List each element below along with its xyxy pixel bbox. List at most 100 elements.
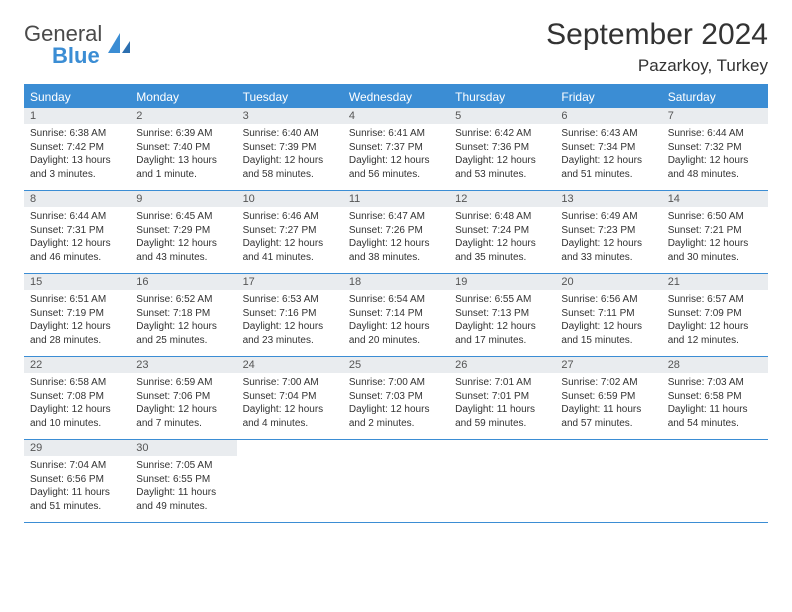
day-cell: 3Sunrise: 6:40 AMSunset: 7:39 PMDaylight… — [237, 108, 343, 190]
daylight-text: Daylight: 12 hours and 51 minutes. — [561, 154, 655, 181]
sunset-text: Sunset: 7:21 PM — [668, 224, 762, 238]
day-cell: 19Sunrise: 6:55 AMSunset: 7:13 PMDayligh… — [449, 274, 555, 356]
sunset-text: Sunset: 7:19 PM — [30, 307, 124, 321]
day-content: Sunrise: 6:47 AMSunset: 7:26 PMDaylight:… — [343, 207, 449, 270]
day-number: 23 — [130, 357, 236, 373]
day-cell: 22Sunrise: 6:58 AMSunset: 7:08 PMDayligh… — [24, 357, 130, 439]
week-row: 29Sunrise: 7:04 AMSunset: 6:56 PMDayligh… — [24, 440, 768, 523]
daylight-text: Daylight: 12 hours and 4 minutes. — [243, 403, 337, 430]
sunset-text: Sunset: 6:59 PM — [561, 390, 655, 404]
calendar-grid: SundayMondayTuesdayWednesdayThursdayFrid… — [24, 84, 768, 523]
day-cell: 16Sunrise: 6:52 AMSunset: 7:18 PMDayligh… — [130, 274, 236, 356]
day-cell: 27Sunrise: 7:02 AMSunset: 6:59 PMDayligh… — [555, 357, 661, 439]
day-cell: 13Sunrise: 6:49 AMSunset: 7:23 PMDayligh… — [555, 191, 661, 273]
day-number: 22 — [24, 357, 130, 373]
sunrise-text: Sunrise: 6:49 AM — [561, 210, 655, 224]
day-cell: 9Sunrise: 6:45 AMSunset: 7:29 PMDaylight… — [130, 191, 236, 273]
sunrise-text: Sunrise: 6:38 AM — [30, 127, 124, 141]
day-content: Sunrise: 6:40 AMSunset: 7:39 PMDaylight:… — [237, 124, 343, 187]
day-content: Sunrise: 7:01 AMSunset: 7:01 PMDaylight:… — [449, 373, 555, 436]
day-cell: 30Sunrise: 7:05 AMSunset: 6:55 PMDayligh… — [130, 440, 236, 522]
day-header-sunday: Sunday — [24, 86, 130, 108]
day-cell: 28Sunrise: 7:03 AMSunset: 6:58 PMDayligh… — [662, 357, 768, 439]
sunrise-text: Sunrise: 6:55 AM — [455, 293, 549, 307]
daylight-text: Daylight: 12 hours and 35 minutes. — [455, 237, 549, 264]
sunset-text: Sunset: 7:39 PM — [243, 141, 337, 155]
day-header-row: SundayMondayTuesdayWednesdayThursdayFrid… — [24, 86, 768, 108]
sunrise-text: Sunrise: 6:51 AM — [30, 293, 124, 307]
month-title: September 2024 — [546, 18, 768, 52]
day-cell: 14Sunrise: 6:50 AMSunset: 7:21 PMDayligh… — [662, 191, 768, 273]
sunset-text: Sunset: 7:32 PM — [668, 141, 762, 155]
day-content: Sunrise: 6:53 AMSunset: 7:16 PMDaylight:… — [237, 290, 343, 353]
day-cell: 23Sunrise: 6:59 AMSunset: 7:06 PMDayligh… — [130, 357, 236, 439]
sunrise-text: Sunrise: 7:00 AM — [349, 376, 443, 390]
daylight-text: Daylight: 12 hours and 23 minutes. — [243, 320, 337, 347]
sunrise-text: Sunrise: 6:43 AM — [561, 127, 655, 141]
day-header-friday: Friday — [555, 86, 661, 108]
sunrise-text: Sunrise: 6:58 AM — [30, 376, 124, 390]
sunset-text: Sunset: 7:01 PM — [455, 390, 549, 404]
daylight-text: Daylight: 12 hours and 25 minutes. — [136, 320, 230, 347]
day-cell: 7Sunrise: 6:44 AMSunset: 7:32 PMDaylight… — [662, 108, 768, 190]
empty-cell — [449, 440, 555, 522]
sunrise-text: Sunrise: 6:53 AM — [243, 293, 337, 307]
day-content: Sunrise: 6:38 AMSunset: 7:42 PMDaylight:… — [24, 124, 130, 187]
daylight-text: Daylight: 12 hours and 17 minutes. — [455, 320, 549, 347]
daylight-text: Daylight: 12 hours and 2 minutes. — [349, 403, 443, 430]
day-number: 15 — [24, 274, 130, 290]
day-number: 20 — [555, 274, 661, 290]
day-cell: 26Sunrise: 7:01 AMSunset: 7:01 PMDayligh… — [449, 357, 555, 439]
day-content: Sunrise: 6:54 AMSunset: 7:14 PMDaylight:… — [343, 290, 449, 353]
day-cell: 10Sunrise: 6:46 AMSunset: 7:27 PMDayligh… — [237, 191, 343, 273]
sunrise-text: Sunrise: 6:57 AM — [668, 293, 762, 307]
empty-cell — [555, 440, 661, 522]
day-cell: 6Sunrise: 6:43 AMSunset: 7:34 PMDaylight… — [555, 108, 661, 190]
daylight-text: Daylight: 12 hours and 41 minutes. — [243, 237, 337, 264]
day-number: 17 — [237, 274, 343, 290]
day-cell: 25Sunrise: 7:00 AMSunset: 7:03 PMDayligh… — [343, 357, 449, 439]
day-header-monday: Monday — [130, 86, 236, 108]
sunset-text: Sunset: 6:58 PM — [668, 390, 762, 404]
sunrise-text: Sunrise: 6:48 AM — [455, 210, 549, 224]
day-number: 21 — [662, 274, 768, 290]
logo-text-block: General Blue — [24, 24, 102, 68]
empty-cell — [662, 440, 768, 522]
day-content: Sunrise: 6:45 AMSunset: 7:29 PMDaylight:… — [130, 207, 236, 270]
day-content: Sunrise: 6:50 AMSunset: 7:21 PMDaylight:… — [662, 207, 768, 270]
day-content: Sunrise: 7:05 AMSunset: 6:55 PMDaylight:… — [130, 456, 236, 519]
sunset-text: Sunset: 7:16 PM — [243, 307, 337, 321]
day-content: Sunrise: 6:41 AMSunset: 7:37 PMDaylight:… — [343, 124, 449, 187]
sunset-text: Sunset: 7:29 PM — [136, 224, 230, 238]
page-header: General Blue September 2024 Pazarkoy, Tu… — [24, 18, 768, 76]
location-label: Pazarkoy, Turkey — [546, 56, 768, 76]
title-block: September 2024 Pazarkoy, Turkey — [546, 18, 768, 76]
day-number: 26 — [449, 357, 555, 373]
sunrise-text: Sunrise: 6:39 AM — [136, 127, 230, 141]
day-number: 14 — [662, 191, 768, 207]
day-number: 7 — [662, 108, 768, 124]
day-number: 9 — [130, 191, 236, 207]
day-header-wednesday: Wednesday — [343, 86, 449, 108]
sunrise-text: Sunrise: 6:50 AM — [668, 210, 762, 224]
sunrise-text: Sunrise: 6:47 AM — [349, 210, 443, 224]
day-cell: 11Sunrise: 6:47 AMSunset: 7:26 PMDayligh… — [343, 191, 449, 273]
sunrise-text: Sunrise: 6:44 AM — [668, 127, 762, 141]
weeks-container: 1Sunrise: 6:38 AMSunset: 7:42 PMDaylight… — [24, 108, 768, 523]
day-content: Sunrise: 6:42 AMSunset: 7:36 PMDaylight:… — [449, 124, 555, 187]
day-cell: 29Sunrise: 7:04 AMSunset: 6:56 PMDayligh… — [24, 440, 130, 522]
day-content: Sunrise: 7:03 AMSunset: 6:58 PMDaylight:… — [662, 373, 768, 436]
brand-logo: General Blue — [24, 24, 132, 68]
sunset-text: Sunset: 7:23 PM — [561, 224, 655, 238]
sunset-text: Sunset: 7:18 PM — [136, 307, 230, 321]
daylight-text: Daylight: 12 hours and 7 minutes. — [136, 403, 230, 430]
sunset-text: Sunset: 7:27 PM — [243, 224, 337, 238]
day-number: 30 — [130, 440, 236, 456]
daylight-text: Daylight: 13 hours and 3 minutes. — [30, 154, 124, 181]
daylight-text: Daylight: 12 hours and 28 minutes. — [30, 320, 124, 347]
day-content: Sunrise: 6:46 AMSunset: 7:27 PMDaylight:… — [237, 207, 343, 270]
sunset-text: Sunset: 7:06 PM — [136, 390, 230, 404]
day-number: 3 — [237, 108, 343, 124]
sunrise-text: Sunrise: 6:52 AM — [136, 293, 230, 307]
daylight-text: Daylight: 13 hours and 1 minute. — [136, 154, 230, 181]
